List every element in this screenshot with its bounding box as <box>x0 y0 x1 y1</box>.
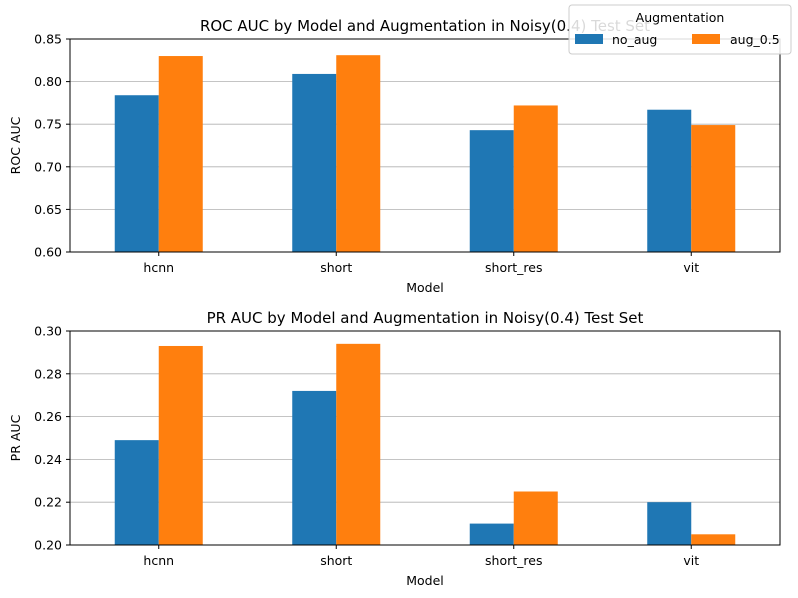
pr-bar-short-res-no-aug <box>469 523 514 545</box>
pr-y-tick-label: 0.26 <box>34 409 62 424</box>
roc-x-ticks: hcnn short short_res vit <box>143 252 699 275</box>
roc-bar-short-res-aug-0-5 <box>513 105 558 253</box>
pr-y-axis-label: PR AUC <box>8 414 23 461</box>
roc-x-tick-label: short <box>320 260 352 275</box>
roc-y-tick-label: 0.85 <box>34 32 62 47</box>
pr-y-tick-label: 0.24 <box>34 452 62 467</box>
pr-x-ticks: hcnn short short_res vit <box>143 545 699 568</box>
pr-auc-panel: 0.20 0.22 0.24 0.26 0.28 0.30 hcnn short short_… <box>8 309 781 588</box>
pr-x-tick-label: vit <box>683 553 699 568</box>
pr-y-ticks: 0.20 0.22 0.24 0.26 0.28 0.30 <box>34 324 70 553</box>
pr-bar-vit-aug-0-5 <box>691 534 736 545</box>
roc-bar-vit-aug-0-5 <box>691 125 736 252</box>
roc-y-tick-label: 0.60 <box>34 245 62 260</box>
roc-y-ticks: 0.60 0.65 0.70 0.75 0.80 0.85 <box>34 32 70 260</box>
pr-x-axis-label: Model <box>406 573 444 588</box>
pr-x-tick-label: short_res <box>485 553 542 568</box>
roc-y-tick-label: 0.80 <box>34 74 62 89</box>
pr-bar-short-no-aug <box>292 390 337 545</box>
roc-x-axis-label: Model <box>406 280 444 295</box>
legend-label-no-aug: no_aug <box>612 32 657 47</box>
legend-swatch-no-aug <box>575 34 603 44</box>
pr-bar-vit-no-aug <box>647 502 692 545</box>
roc-y-tick-label: 0.65 <box>34 202 62 217</box>
roc-y-axis-label: ROC AUC <box>8 116 23 174</box>
roc-y-tick-label: 0.70 <box>34 159 62 174</box>
pr-y-tick-label: 0.30 <box>34 324 62 339</box>
roc-auc-panel: 0.60 0.65 0.70 0.75 0.80 0.85 hcnn short short_… <box>8 17 781 295</box>
pr-bars <box>114 343 736 545</box>
roc-x-tick-label: hcnn <box>143 260 174 275</box>
roc-bar-short-no-aug <box>292 73 337 252</box>
roc-bar-hcnn-no-aug <box>114 95 159 253</box>
pr-y-tick-label: 0.20 <box>34 538 62 553</box>
legend-title: Augmentation <box>636 10 725 25</box>
legend-swatch-aug-0-5 <box>692 34 720 44</box>
pr-plot-frame <box>69 330 781 546</box>
legend-label-aug-0-5: aug_0.5 <box>730 32 780 47</box>
pr-bar-short-res-aug-0-5 <box>513 491 558 545</box>
roc-plot-frame <box>69 38 781 253</box>
pr-x-tick-label: short <box>320 553 352 568</box>
pr-bar-hcnn-aug-0-5 <box>158 345 203 545</box>
pr-y-tick-label: 0.22 <box>34 495 62 510</box>
roc-bar-short-aug-0-5 <box>336 55 381 252</box>
roc-bar-short-res-no-aug <box>469 130 514 252</box>
legend: Augmentation no_aug aug_0.5 <box>568 4 792 55</box>
pr-x-tick-label: hcnn <box>143 553 174 568</box>
roc-x-tick-label: vit <box>683 260 699 275</box>
roc-chart-title: ROC AUC by Model and Augmentation in Noi… <box>200 17 650 35</box>
roc-bars <box>114 55 736 253</box>
roc-bar-hcnn-aug-0-5 <box>158 56 203 252</box>
roc-y-tick-label: 0.75 <box>34 117 62 132</box>
roc-x-tick-label: short_res <box>485 260 542 275</box>
legend-box <box>568 4 792 55</box>
roc-bar-vit-no-aug <box>647 109 692 252</box>
pr-y-tick-label: 0.28 <box>34 366 62 381</box>
pr-bar-hcnn-no-aug <box>114 440 159 545</box>
pr-bar-short-aug-0-5 <box>336 343 381 545</box>
pr-chart-title: PR AUC by Model and Augmentation in Nois… <box>207 309 644 327</box>
